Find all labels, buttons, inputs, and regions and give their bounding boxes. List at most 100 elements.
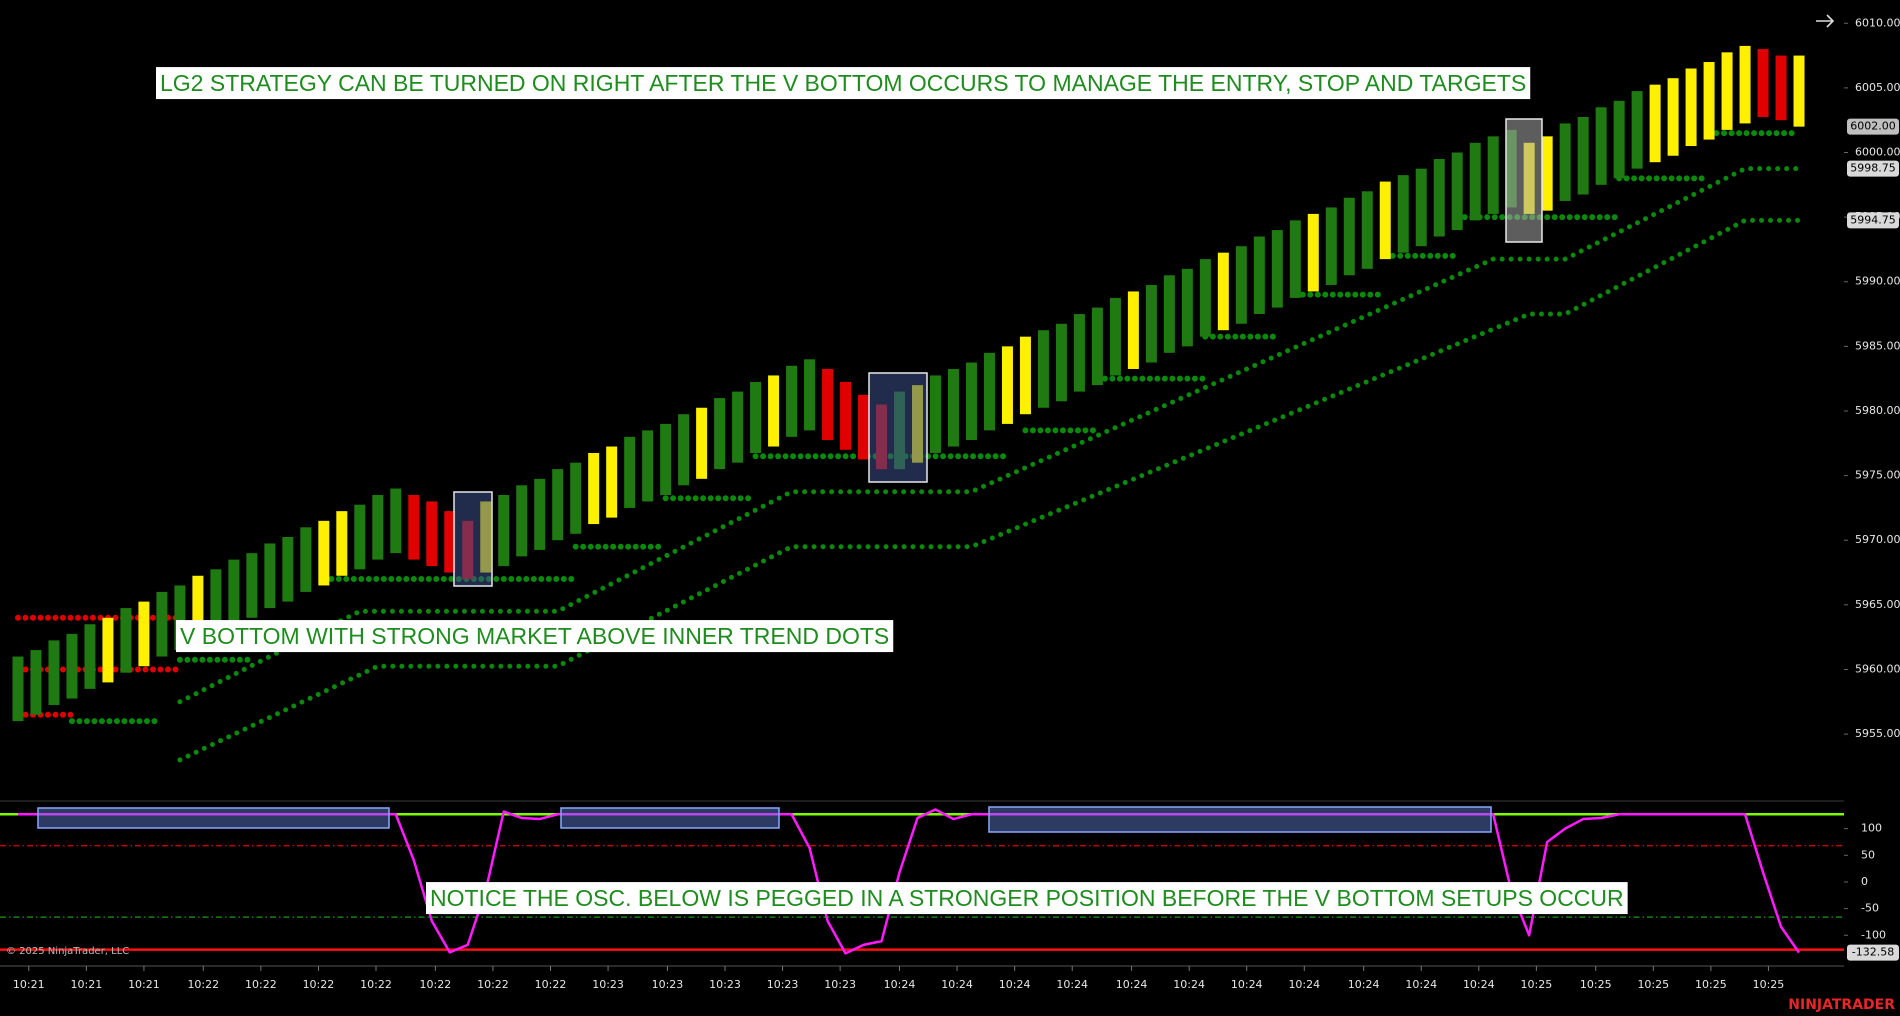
price-bar — [426, 501, 438, 567]
price-bar — [1739, 45, 1751, 124]
x-tick-label: 10:24 — [1056, 978, 1088, 991]
price-bar — [678, 414, 690, 486]
x-tick-label: 10:22 — [535, 978, 567, 991]
x-tick-label: 10:25 — [1521, 978, 1553, 991]
price-bar — [516, 485, 528, 557]
oscillator-line — [17, 808, 1801, 955]
x-tick-label: 10:24 — [941, 978, 973, 991]
x-tick-label: 10:22 — [245, 978, 277, 991]
price-bar — [1037, 330, 1049, 408]
price-bar — [1163, 275, 1175, 353]
annotation-box — [156, 67, 1531, 100]
y-tick-label: 0 — [1861, 875, 1868, 888]
price-bar — [929, 375, 941, 453]
y-tick-label: 6010.00 — [1855, 16, 1900, 29]
x-tick-label: 10:23 — [767, 978, 799, 991]
price-bar — [1019, 336, 1031, 415]
price-bar — [12, 656, 24, 722]
annotation-layer: LG2 STRATEGY CAN BE TURNED ON RIGHT AFTE… — [156, 67, 1628, 915]
price-bar — [965, 362, 977, 441]
price-bar — [1487, 136, 1499, 214]
price-bar — [1253, 236, 1265, 315]
price-bars-layer — [12, 45, 1805, 722]
peg-box — [37, 807, 390, 829]
last-value-marker — [1847, 944, 1899, 961]
brand-logo: NINJATRADER — [1788, 997, 1895, 1013]
arrow-icon[interactable] — [1816, 14, 1835, 28]
price-bar — [1703, 62, 1715, 140]
price-bar — [1217, 252, 1229, 331]
y-tick-label: -50 — [1861, 902, 1879, 915]
y-tick-label: 5970.00 — [1855, 533, 1900, 546]
price-bar — [444, 511, 456, 573]
y-tick-label: 100 — [1861, 822, 1882, 835]
price-marker — [1847, 212, 1899, 229]
price-bar — [174, 585, 186, 651]
price-marker-label: 6002.00 — [1850, 120, 1896, 133]
x-tick-label: 10:21 — [71, 978, 103, 991]
price-bar — [1109, 297, 1121, 376]
x-tick-label: 10:23 — [652, 978, 684, 991]
x-tick-label: 10:24 — [1288, 978, 1320, 991]
price-bar — [750, 381, 762, 453]
x-tick-label: 10:21 — [13, 978, 45, 991]
last-value-label: -132.58 — [1852, 946, 1894, 959]
peg-box — [560, 807, 780, 829]
price-bar — [768, 375, 780, 447]
x-tick-label: 10:23 — [592, 978, 624, 991]
price-bar — [1775, 55, 1787, 121]
price-bar — [318, 520, 330, 586]
peg-box — [988, 806, 1492, 833]
oscillator-layer — [0, 808, 1844, 955]
v-bottom-box — [868, 372, 928, 483]
price-bar — [858, 394, 870, 460]
price-bar — [570, 462, 582, 534]
price-bar — [534, 478, 546, 550]
price-bar — [1613, 100, 1625, 179]
price-bar — [1577, 116, 1589, 195]
price-marker-label: 5998.75 — [1850, 162, 1896, 175]
price-bar — [138, 601, 150, 667]
price-bar — [1127, 291, 1139, 369]
price-bar — [192, 575, 204, 641]
price-bar — [552, 469, 564, 541]
x-tick-label: 10:24 — [1348, 978, 1380, 991]
price-bar — [156, 591, 168, 657]
outer-trend-dots — [177, 166, 1802, 705]
price-bar — [84, 624, 96, 689]
x-tick-label: 10:22 — [477, 978, 509, 991]
price-bar — [947, 368, 959, 447]
price-bar — [714, 398, 726, 470]
copyright: © 2025 NinjaTrader, LLC — [6, 946, 129, 957]
x-tick-label: 10:23 — [709, 978, 741, 991]
price-bar — [300, 527, 312, 592]
price-bar — [1685, 68, 1697, 147]
price-bar — [1325, 207, 1337, 285]
price-bar — [660, 423, 672, 495]
x-tick-label: 10:25 — [1753, 978, 1785, 991]
x-tick-label: 10:22 — [360, 978, 392, 991]
outer-trend-dots — [177, 217, 1802, 763]
x-tick-label: 10:25 — [1637, 978, 1669, 991]
price-bar — [1559, 123, 1571, 201]
y-tick-label: 5980.00 — [1855, 404, 1900, 417]
price-bar — [606, 446, 618, 518]
price-bar — [66, 633, 78, 699]
price-bar — [1199, 259, 1211, 337]
price-bar — [1793, 55, 1805, 127]
x-tick-label: 10:24 — [1463, 978, 1495, 991]
price-bar — [1397, 175, 1409, 253]
price-bar — [983, 352, 995, 431]
v-bottom-box — [1505, 118, 1543, 243]
y-tick-label: 6005.00 — [1855, 81, 1900, 94]
x-tick-label: 10:24 — [1405, 978, 1437, 991]
price-bar — [1091, 307, 1103, 386]
price-marker — [1847, 160, 1899, 177]
price-bar — [1181, 268, 1193, 347]
price-bar — [390, 488, 402, 554]
trend-dots-layer — [14, 130, 1803, 763]
price-bar — [1667, 78, 1679, 156]
price-bar — [840, 381, 852, 450]
price-bar — [1145, 284, 1157, 363]
